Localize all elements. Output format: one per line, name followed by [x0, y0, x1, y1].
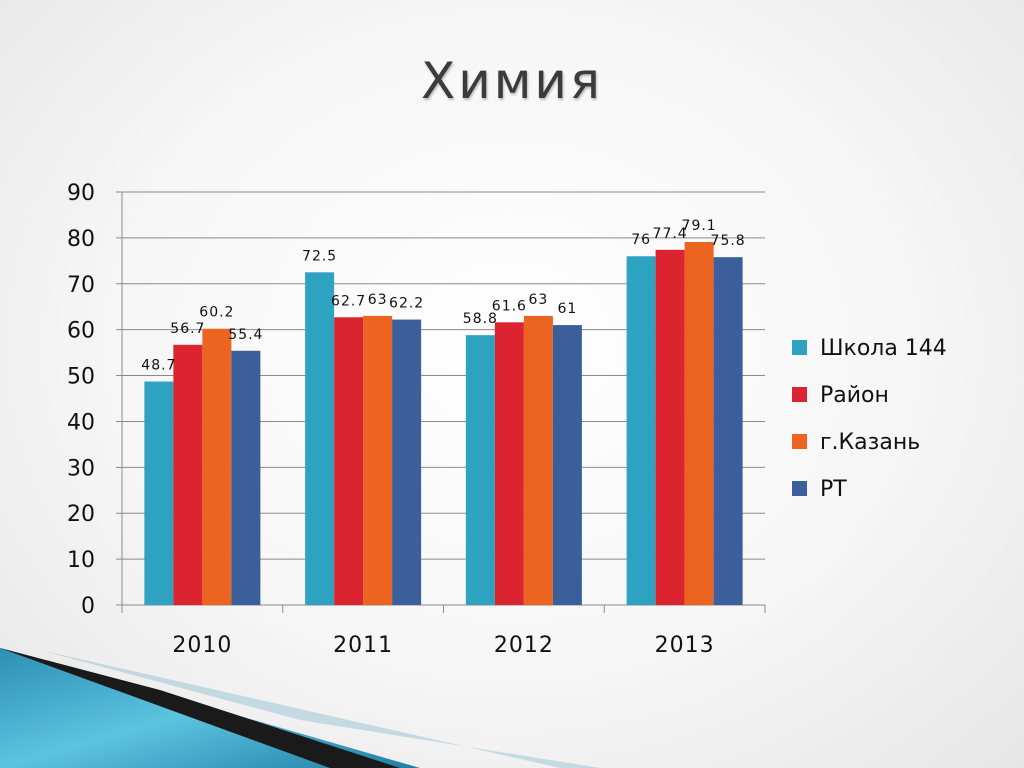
data-label: 61.6	[492, 298, 527, 314]
data-label: 79.1	[682, 218, 717, 234]
bar	[713, 257, 743, 605]
x-category-label: 2010	[172, 633, 232, 658]
data-label: 76	[631, 232, 651, 248]
legend-swatch	[792, 481, 807, 496]
data-label: 62.7	[331, 293, 366, 309]
legend: Школа 144 Район г.Казань РТ	[792, 336, 947, 502]
slide-title: Химия	[420, 52, 604, 110]
y-tick-label: 70	[67, 273, 95, 298]
data-label: 72.5	[302, 248, 337, 264]
bar	[305, 272, 335, 605]
legend-label: Школа 144	[820, 336, 947, 361]
x-axis-categories: 2010 2011 2012 2013	[172, 633, 715, 658]
y-tick-label: 90	[67, 181, 95, 206]
data-label: 63	[528, 292, 548, 308]
legend-swatch	[792, 434, 807, 449]
data-label: 75.8	[711, 233, 746, 249]
y-tick-label: 80	[67, 227, 95, 252]
bar	[173, 344, 203, 605]
x-category-label: 2011	[333, 633, 393, 658]
legend-label: г.Казань	[820, 430, 920, 455]
data-label: 63	[368, 292, 388, 308]
x-category-label: 2012	[494, 633, 554, 658]
bar	[334, 317, 364, 605]
data-label: 61	[557, 301, 577, 317]
y-axis-ticks: 0 10 20 30 40 50 60 70 80 90	[67, 181, 95, 619]
bar	[465, 335, 495, 605]
data-label: 58.8	[463, 311, 498, 327]
data-label: 77.4	[653, 226, 688, 242]
y-tick-label: 30	[67, 456, 95, 481]
legend-label: РТ	[820, 477, 847, 502]
x-category-label: 2013	[655, 633, 715, 658]
y-tick-label: 40	[67, 410, 95, 435]
y-tick-label: 0	[81, 594, 95, 619]
y-tick-label: 10	[67, 548, 95, 573]
y-tick-label: 20	[67, 502, 95, 527]
bar	[523, 315, 553, 605]
bars	[144, 242, 743, 605]
legend-label: Район	[820, 383, 889, 408]
bar	[494, 322, 524, 605]
bar	[202, 328, 232, 605]
bar	[684, 242, 714, 605]
data-label: 55.4	[228, 327, 263, 343]
legend-swatch	[792, 340, 807, 355]
bar	[363, 315, 393, 605]
bar	[552, 325, 582, 605]
y-tick-label: 50	[67, 365, 95, 390]
bar	[626, 256, 656, 605]
data-labels: 48.756.760.255.472.562.7 63 62.258.861.6 63…	[141, 218, 746, 374]
data-label: 56.7	[170, 321, 205, 337]
bar	[655, 249, 685, 605]
bar	[231, 350, 261, 605]
data-label: 48.7	[141, 358, 176, 374]
y-tick-label: 60	[67, 319, 95, 344]
bar	[144, 381, 174, 605]
data-label: 60.2	[199, 305, 234, 321]
data-label: 62.2	[389, 296, 424, 312]
legend-swatch	[792, 387, 807, 402]
bar	[392, 319, 422, 605]
